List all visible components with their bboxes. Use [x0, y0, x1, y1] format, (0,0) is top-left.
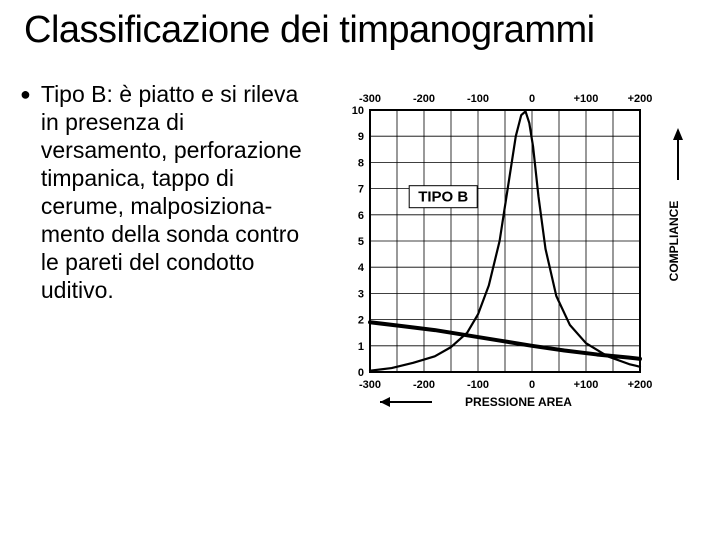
svg-text:2: 2: [357, 314, 363, 326]
svg-text:6: 6: [357, 210, 363, 222]
bullet-icon: ●: [20, 80, 31, 108]
bullet-text: Tipo B: è piatto e si rileva in presenza…: [41, 80, 315, 304]
content-row: ● Tipo B: è piatto e si rileva in presen…: [24, 80, 696, 420]
svg-text:9: 9: [357, 131, 363, 143]
svg-text:-300: -300: [359, 379, 381, 391]
svg-text:1: 1: [357, 341, 363, 353]
slide: Classificazione dei timpanogrammi ● Tipo…: [0, 0, 720, 540]
svg-text:10: 10: [351, 105, 363, 117]
svg-text:0: 0: [529, 93, 535, 105]
svg-text:+100: +100: [573, 379, 598, 391]
svg-text:+100: +100: [573, 93, 598, 105]
svg-text:-100: -100: [467, 379, 489, 391]
svg-text:7: 7: [357, 183, 363, 195]
bullet-item: ● Tipo B: è piatto e si rileva in presen…: [24, 80, 315, 304]
chart-column: TIPO B012345678910-300-200-1000+100+200-…: [327, 80, 696, 420]
text-column: ● Tipo B: è piatto e si rileva in presen…: [24, 80, 315, 304]
svg-text:-200: -200: [413, 379, 435, 391]
svg-text:4: 4: [357, 262, 364, 274]
svg-text:TIPO B: TIPO B: [418, 188, 468, 205]
svg-text:0: 0: [529, 379, 535, 391]
svg-text:-200: -200: [413, 93, 435, 105]
svg-text:PRESSIONE AREA: PRESSIONE AREA: [465, 395, 572, 409]
svg-text:+200: +200: [627, 93, 652, 105]
svg-text:0: 0: [357, 367, 363, 379]
svg-text:-100: -100: [467, 93, 489, 105]
svg-text:8: 8: [357, 157, 363, 169]
slide-title: Classificazione dei timpanogrammi: [24, 10, 696, 52]
svg-text:COMPLIANCE: COMPLIANCE: [667, 200, 681, 281]
tympanogram-chart: TIPO B012345678910-300-200-1000+100+200-…: [328, 80, 696, 420]
svg-text:5: 5: [357, 236, 363, 248]
svg-text:3: 3: [357, 288, 363, 300]
svg-text:-300: -300: [359, 93, 381, 105]
svg-text:+200: +200: [627, 379, 652, 391]
